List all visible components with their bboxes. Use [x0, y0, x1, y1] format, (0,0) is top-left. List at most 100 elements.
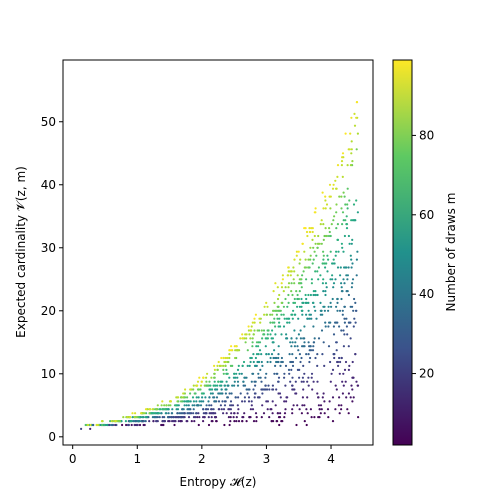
scatter-point	[277, 353, 280, 356]
scatter-point	[163, 420, 166, 423]
scatter-point	[173, 404, 177, 407]
scatter-point	[286, 274, 290, 277]
scatter-point	[261, 392, 264, 395]
scatter-point	[273, 372, 276, 375]
scatter-point	[341, 392, 344, 395]
scatter-point	[216, 364, 219, 367]
scatter-point	[325, 203, 329, 206]
scatter-point	[321, 396, 324, 399]
scatter-point	[341, 211, 345, 214]
scatter-point	[183, 400, 186, 403]
scatter-point	[253, 380, 256, 383]
scatter-point	[202, 400, 205, 403]
scatter-point	[219, 380, 222, 383]
scatter-point	[307, 376, 310, 379]
scatter-point	[229, 400, 233, 403]
scatter-point	[333, 356, 336, 360]
scatter-point	[345, 317, 348, 320]
scatter-point	[335, 349, 338, 352]
scatter-point	[293, 301, 297, 304]
colorbar-tick-label: 80	[419, 128, 434, 142]
scatter-point	[213, 372, 216, 375]
scatter-point	[291, 384, 294, 387]
scatter-point	[338, 412, 341, 415]
scatter-point	[337, 364, 340, 367]
scatter-point	[219, 384, 222, 387]
scatter-point	[257, 396, 260, 399]
scatter-point	[275, 309, 278, 312]
scatter-point	[350, 140, 353, 143]
scatter-point	[297, 333, 300, 336]
scatter-point	[169, 404, 172, 407]
scatter-point	[305, 301, 308, 304]
scatter-point	[353, 219, 356, 222]
scatter-point	[335, 305, 338, 308]
scatter-point	[294, 313, 297, 316]
scatter-point	[227, 408, 230, 411]
scatter-point	[237, 408, 240, 411]
scatter-point	[348, 148, 351, 151]
scatter-point	[322, 250, 325, 253]
scatter-point	[187, 404, 190, 407]
scatter-point	[296, 293, 299, 297]
scatter-point	[267, 353, 270, 356]
scatter-point	[241, 364, 244, 367]
scatter-point	[183, 404, 186, 407]
scatter-point	[274, 364, 277, 367]
scatter-point	[349, 132, 352, 135]
scatter-point	[335, 321, 338, 324]
scatter-point	[343, 305, 346, 308]
scatter-point	[274, 356, 277, 360]
scatter-point	[346, 187, 349, 190]
scatter-point	[337, 250, 340, 253]
scatter-point	[282, 290, 285, 293]
scatter-point	[281, 274, 284, 277]
scatter-point	[175, 396, 178, 399]
scatter-point	[259, 376, 262, 379]
scatter-point	[333, 262, 336, 265]
scatter-point	[191, 404, 194, 407]
scatter-point	[284, 408, 287, 411]
scatter-point	[276, 305, 279, 308]
scatter-point	[260, 360, 263, 364]
scatter-point	[186, 412, 189, 415]
scatter-point	[297, 250, 300, 253]
scatter-point	[180, 396, 183, 399]
scatter-point	[263, 313, 266, 316]
scatter-point	[308, 360, 311, 364]
scatter-point	[271, 329, 274, 332]
scatter-point	[298, 408, 301, 411]
scatter-point	[350, 266, 353, 269]
scatter-point	[346, 408, 349, 411]
scatter-point	[323, 262, 326, 265]
scatter-point	[176, 412, 179, 415]
scatter-point	[312, 325, 315, 328]
scatter-point	[230, 349, 233, 352]
scatter-point	[277, 325, 280, 328]
scatter-point	[340, 207, 343, 210]
scatter-point	[343, 266, 346, 269]
scatter-point	[296, 404, 299, 407]
scatter-point	[316, 270, 319, 273]
scatter-point	[293, 270, 296, 273]
scatter-point	[103, 423, 106, 427]
scatter-point	[274, 282, 277, 285]
scatter-point	[341, 175, 344, 178]
scatter-point	[355, 148, 358, 151]
scatter-point	[344, 380, 347, 383]
scatter-point	[177, 416, 180, 419]
scatter-point	[168, 416, 171, 419]
scatter-point	[229, 404, 232, 407]
scatter-point	[196, 416, 199, 419]
scatter-point	[291, 341, 294, 344]
scatter-point	[324, 234, 327, 238]
scatter-points	[80, 101, 360, 430]
scatter-point	[246, 364, 249, 367]
scatter-point	[347, 392, 350, 395]
scatter-point	[347, 412, 350, 415]
scatter-point	[269, 313, 272, 316]
scatter-point	[329, 278, 332, 281]
scatter-point	[295, 356, 298, 360]
scatter-point	[349, 305, 352, 308]
scatter-point	[229, 420, 232, 423]
